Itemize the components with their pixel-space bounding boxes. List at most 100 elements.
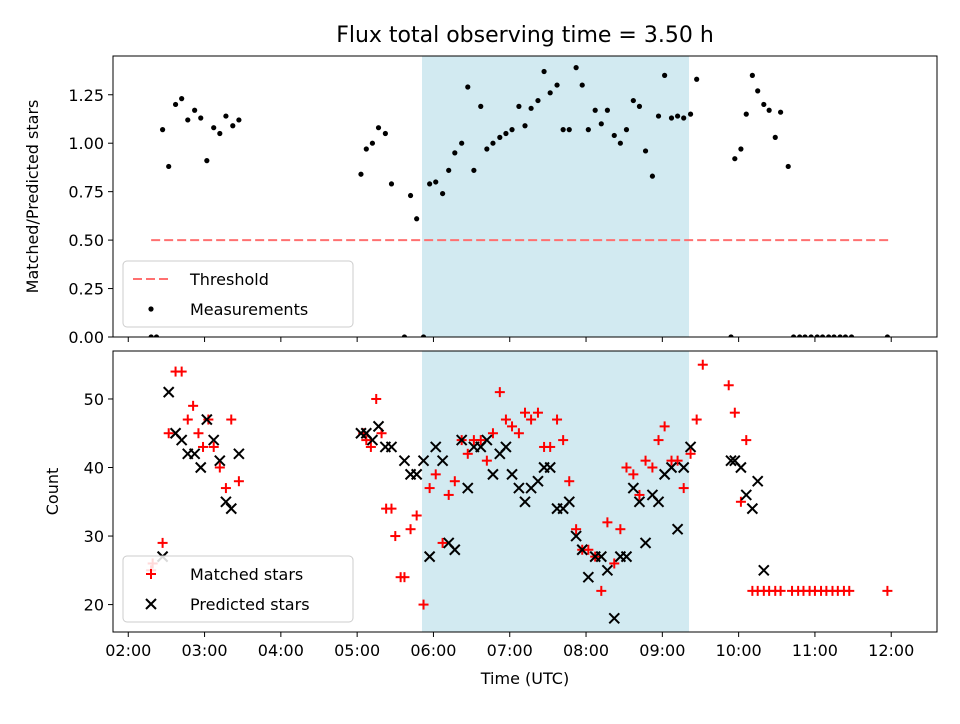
matched-star-point — [621, 462, 632, 473]
matched-star-point — [494, 387, 505, 398]
measurement-point — [662, 72, 668, 78]
predicted-star-point — [665, 461, 678, 474]
measurement-point — [579, 82, 585, 88]
matched-star-point — [176, 366, 187, 377]
measurement-point — [459, 140, 465, 146]
matched-star-point — [507, 421, 518, 432]
matched-star-point — [513, 428, 524, 439]
legend-matched-swatch — [146, 569, 156, 579]
measurement-point — [211, 125, 217, 131]
measurement-point — [401, 334, 408, 337]
y-tick-label: 0.75 — [68, 183, 104, 202]
measurement-point — [478, 103, 484, 109]
matched-star-point — [462, 448, 473, 459]
matched-star-point — [723, 380, 734, 391]
predicted-star-point — [449, 544, 461, 556]
measurement-point — [528, 105, 534, 111]
predicted-star-point — [563, 496, 575, 508]
legend-label: Threshold — [189, 270, 269, 289]
matched-star-point — [371, 393, 382, 404]
predicted-star-point — [758, 564, 770, 577]
measurement-point — [837, 334, 843, 337]
matched-star-point — [361, 435, 372, 446]
y-tick-label: 0.25 — [68, 280, 104, 299]
measurement-point — [630, 97, 636, 104]
measurement-point — [573, 65, 579, 71]
predicted-star-point — [430, 441, 442, 453]
measurement-point — [440, 190, 446, 197]
matched-star-point — [405, 524, 416, 535]
matched-star-point — [558, 435, 569, 446]
matched-star-point — [564, 476, 575, 487]
legend-label: Measurements — [190, 300, 308, 319]
y-axis-label: Count — [43, 468, 62, 516]
measurement-point — [516, 103, 522, 109]
matched-star-point — [653, 435, 664, 446]
matched-star-point — [520, 407, 530, 418]
predicted-star-point — [481, 434, 493, 446]
matched-star-point — [411, 510, 422, 521]
measurement-point — [738, 146, 744, 152]
measurement-point — [598, 121, 604, 127]
measurement-point — [420, 334, 427, 337]
predicted-star-point — [740, 489, 752, 501]
matched-star-point — [602, 517, 613, 528]
measurement-point — [808, 334, 814, 337]
matched-star-point — [157, 537, 168, 548]
matched-star-point — [640, 455, 651, 466]
predicted-star-point — [201, 413, 213, 426]
legend: Matched stars Predicted stars — [122, 555, 354, 623]
measurement-point — [236, 117, 242, 123]
legend: Threshold Measurements — [122, 260, 354, 328]
matched-star-point — [198, 441, 209, 452]
x-tick-label: 11:00 — [792, 641, 838, 660]
measurement-point — [433, 179, 439, 185]
legend-label: Predicted stars — [190, 595, 310, 614]
predicted-star-point — [366, 434, 379, 446]
y-tick-label: 20 — [84, 596, 104, 615]
matched-star-point — [775, 585, 786, 596]
predicted-star-point — [233, 448, 245, 460]
measurement-point — [560, 127, 566, 133]
measurement-point — [223, 113, 229, 119]
measurement-point — [363, 146, 369, 152]
measurement-point — [668, 115, 675, 121]
predicted-star-point — [462, 482, 474, 494]
measurement-point — [547, 90, 553, 96]
matched-star-point — [449, 476, 460, 487]
x-tick-label: 06:00 — [410, 641, 456, 660]
matched-star-point — [233, 476, 244, 487]
measurement-point — [503, 130, 509, 137]
measurement-point — [465, 84, 471, 90]
measurement-point — [687, 111, 694, 117]
measurement-point — [848, 334, 855, 337]
matched-star-point — [844, 585, 855, 596]
matched-star-point — [672, 455, 683, 466]
matched-star-point — [882, 585, 893, 596]
legend-predicted-swatch — [145, 598, 157, 610]
matched-star-point — [203, 414, 214, 425]
matched-star-point — [634, 489, 645, 500]
predicted-star-point — [595, 550, 608, 563]
matched-star-point — [386, 503, 397, 514]
matched-star-point — [487, 428, 498, 439]
measurement-point — [414, 216, 420, 222]
measurement-point — [566, 127, 572, 133]
predicted-star-point — [746, 502, 759, 515]
legend-box — [122, 260, 354, 328]
predicted-star-point — [500, 441, 512, 453]
predicted-star-point — [436, 454, 449, 467]
measurement-point — [159, 127, 166, 133]
matched-star-point — [628, 469, 639, 480]
matched-star-point — [532, 407, 543, 418]
measurement-point — [230, 123, 236, 129]
predicted-star-point — [410, 468, 423, 481]
measurement-point — [509, 127, 515, 133]
matched-star-point — [226, 414, 237, 425]
matched-star-point — [647, 462, 658, 473]
measurement-point — [541, 68, 547, 75]
matched-star-point — [735, 496, 746, 507]
predicted-star-point — [208, 434, 220, 446]
predicted-star-point — [487, 468, 499, 481]
predicted-star-point — [684, 441, 697, 453]
